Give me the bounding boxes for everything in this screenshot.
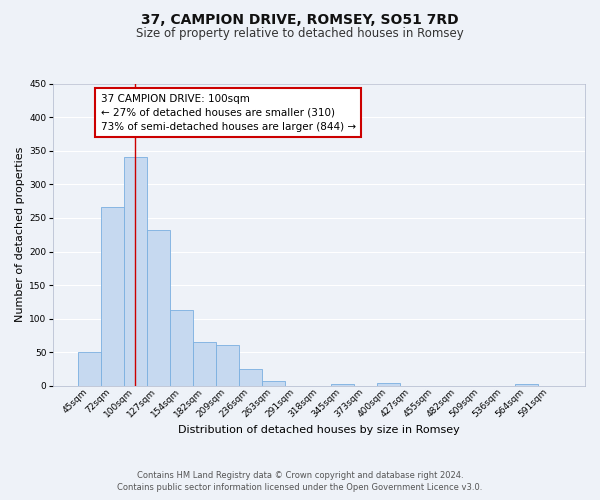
Bar [377,384,400,386]
Bar [101,206,124,386]
Text: Size of property relative to detached houses in Romsey: Size of property relative to detached ho… [136,28,464,40]
Bar [193,342,215,386]
Bar [239,369,262,386]
Text: Contains HM Land Registry data © Crown copyright and database right 2024.
Contai: Contains HM Land Registry data © Crown c… [118,471,482,492]
Bar [262,382,284,386]
Text: 37, CAMPION DRIVE, ROMSEY, SO51 7RD: 37, CAMPION DRIVE, ROMSEY, SO51 7RD [141,12,459,26]
Bar [77,352,101,386]
Bar [215,345,239,386]
Bar [124,158,146,386]
X-axis label: Distribution of detached houses by size in Romsey: Distribution of detached houses by size … [178,425,460,435]
Bar [146,230,170,386]
Bar [170,310,193,386]
Bar [515,384,538,386]
Y-axis label: Number of detached properties: Number of detached properties [15,147,25,322]
Text: 37 CAMPION DRIVE: 100sqm
← 27% of detached houses are smaller (310)
73% of semi-: 37 CAMPION DRIVE: 100sqm ← 27% of detach… [101,94,356,132]
Bar [331,384,354,386]
